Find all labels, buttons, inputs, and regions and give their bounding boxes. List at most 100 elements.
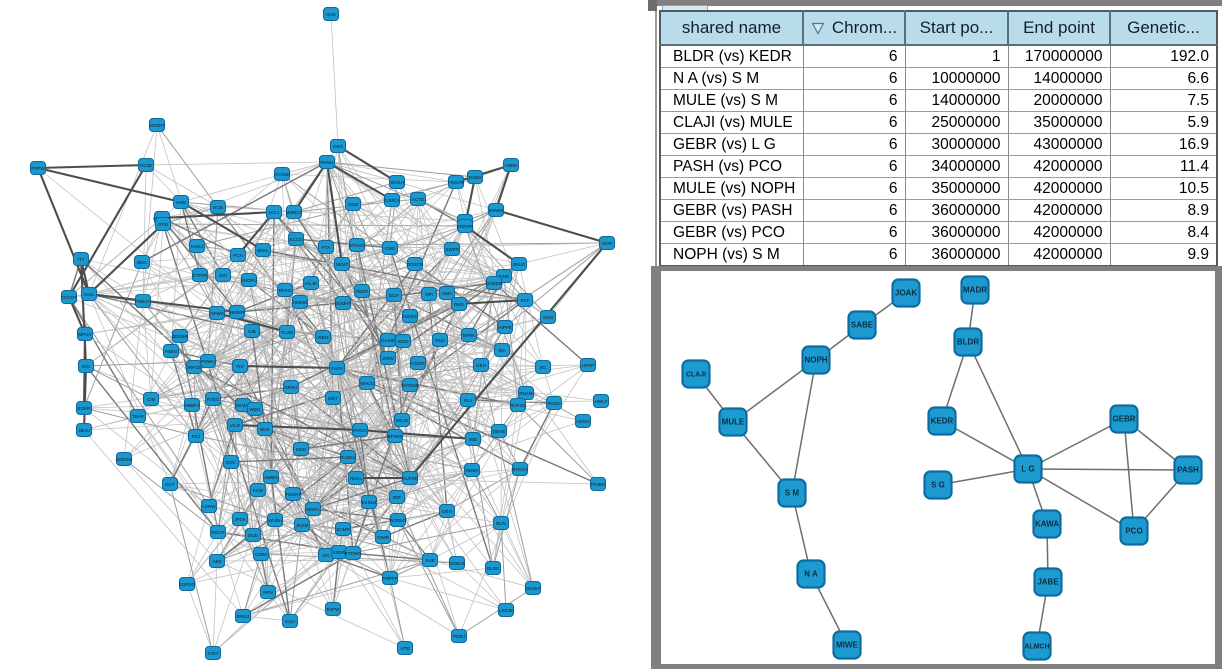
svg-text:N A: N A bbox=[804, 570, 818, 579]
svg-text:DJMCA: DJMCA bbox=[384, 198, 400, 203]
svg-text:JPDA: JPDA bbox=[234, 517, 246, 522]
svg-text:KAWA: KAWA bbox=[1035, 520, 1059, 529]
svg-text:MULE: MULE bbox=[722, 418, 745, 427]
svg-text:GEBR: GEBR bbox=[1112, 415, 1135, 424]
svg-text:KCW: KCW bbox=[253, 488, 264, 493]
svg-text:HMIN: HMIN bbox=[165, 349, 177, 354]
svg-text:CIN: CIN bbox=[147, 397, 155, 402]
svg-text:OEH: OEH bbox=[442, 509, 452, 514]
svg-text:BEG: BEG bbox=[137, 260, 147, 265]
svg-text:S G: S G bbox=[931, 481, 945, 490]
svg-text:RMUJ: RMUJ bbox=[237, 614, 250, 619]
svg-text:RUFSG: RUFSG bbox=[510, 403, 526, 408]
svg-text:GNSDR: GNSDR bbox=[486, 281, 503, 286]
svg-text:FAPS: FAPS bbox=[331, 366, 343, 371]
svg-text:CLAJI: CLAJI bbox=[686, 372, 706, 379]
svg-text:PIHBR: PIHBR bbox=[591, 482, 606, 487]
svg-text:BUN: BUN bbox=[496, 521, 506, 526]
svg-text:DUD: DUD bbox=[248, 533, 258, 538]
svg-text:GGB: GGB bbox=[348, 202, 358, 207]
svg-text:NPRK: NPRK bbox=[463, 333, 476, 338]
svg-text:SABE: SABE bbox=[851, 321, 874, 330]
svg-text:PDRJ: PDRJ bbox=[453, 634, 465, 639]
svg-text:BCIF: BCIF bbox=[389, 293, 400, 298]
svg-text:NMWR: NMWR bbox=[230, 310, 245, 315]
svg-text:JUC: JUC bbox=[219, 273, 228, 278]
svg-text:OKWG: OKWG bbox=[236, 403, 251, 408]
svg-text:SWFR: SWFR bbox=[445, 247, 459, 252]
svg-text:NMBK: NMBK bbox=[465, 468, 478, 473]
svg-text:EOKR: EOKR bbox=[78, 406, 92, 411]
svg-text:RHWJ: RHWJ bbox=[321, 160, 334, 165]
svg-text:KUOKC: KUOKC bbox=[402, 314, 419, 319]
svg-text:ESRI: ESRI bbox=[499, 274, 510, 279]
svg-text:NOPH: NOPH bbox=[804, 356, 827, 365]
svg-text:ECCO: ECCO bbox=[289, 237, 303, 242]
svg-text:SCMR: SCMR bbox=[336, 527, 350, 532]
svg-text:JOAK: JOAK bbox=[895, 289, 917, 298]
svg-text:RGSU: RGSU bbox=[547, 401, 560, 406]
svg-text:MPUC: MPUC bbox=[78, 332, 92, 337]
svg-text:DOJE: DOJE bbox=[140, 163, 152, 168]
svg-text:ETPTE: ETPTE bbox=[193, 273, 208, 278]
svg-text:OUIWT: OUIWT bbox=[526, 586, 541, 591]
svg-text:DABO: DABO bbox=[469, 175, 482, 180]
svg-text:ENWM: ENWM bbox=[489, 208, 503, 213]
svg-text:PSWU: PSWU bbox=[201, 359, 215, 364]
svg-text:RJPW: RJPW bbox=[327, 607, 341, 612]
svg-text:JKGM: JKGM bbox=[296, 523, 309, 528]
svg-text:HOR: HOR bbox=[602, 241, 613, 246]
svg-text:FRPW: FRPW bbox=[31, 166, 45, 171]
svg-text:MTAUC: MTAUC bbox=[349, 243, 365, 248]
svg-text:TUGRT: TUGRT bbox=[285, 492, 301, 497]
svg-text:PCJ: PCJ bbox=[192, 434, 201, 439]
svg-text:S M: S M bbox=[785, 489, 800, 498]
svg-text:JABE: JABE bbox=[1037, 578, 1059, 587]
svg-text:ACTD: ACTD bbox=[412, 197, 425, 202]
svg-text:OOSCR: OOSCR bbox=[407, 262, 424, 267]
svg-text:MCJS: MCJS bbox=[396, 418, 408, 423]
svg-text:SCIKH: SCIKH bbox=[390, 180, 404, 185]
svg-text:PCF: PCF bbox=[521, 298, 530, 303]
svg-text:IKCJ: IKCJ bbox=[269, 210, 279, 215]
svg-text:IMD: IMD bbox=[469, 437, 478, 442]
svg-text:BEKL: BEKL bbox=[257, 248, 269, 253]
svg-text:GFWS: GFWS bbox=[210, 311, 224, 316]
svg-text:IALR: IALR bbox=[230, 423, 241, 428]
svg-text:OPI: OPI bbox=[425, 292, 433, 297]
svg-text:JBAU: JBAU bbox=[78, 428, 90, 433]
svg-text:HKMIG: HKMIG bbox=[293, 300, 308, 305]
svg-text:BDDBR: BDDBR bbox=[172, 334, 189, 339]
svg-text:DGT: DGT bbox=[165, 482, 175, 487]
svg-text:HWLF: HWLF bbox=[595, 399, 608, 404]
svg-text:NKMT: NKMT bbox=[336, 262, 349, 267]
svg-text:AULL: AULL bbox=[83, 292, 95, 297]
svg-text:IHPPE: IHPPE bbox=[498, 325, 512, 330]
svg-text:GWM: GWM bbox=[255, 552, 267, 557]
svg-text:DGBLR: DGBLR bbox=[449, 561, 465, 566]
svg-text:CCCGT: CCCGT bbox=[61, 295, 77, 300]
svg-text:WGDMT: WGDMT bbox=[389, 518, 407, 523]
svg-text:EKSLN: EKSLN bbox=[362, 500, 377, 505]
svg-text:SUB: SUB bbox=[425, 558, 434, 563]
svg-text:MMNCT: MMNCT bbox=[286, 210, 303, 215]
svg-text:BFSKE: BFSKE bbox=[388, 434, 403, 439]
svg-text:GHU: GHU bbox=[326, 12, 336, 17]
svg-text:MHCN: MHCN bbox=[360, 381, 374, 386]
svg-text:GEEP: GEEP bbox=[356, 289, 369, 294]
svg-text:PTA: PTA bbox=[322, 245, 330, 250]
svg-text:NSEGM: NSEGM bbox=[116, 457, 133, 462]
svg-text:WDO: WDO bbox=[398, 339, 409, 344]
svg-text:FMPFP: FMPFP bbox=[382, 576, 397, 581]
svg-text:SWB: SWB bbox=[176, 200, 186, 205]
svg-text:FSGOR: FSGOR bbox=[448, 180, 465, 185]
svg-text:WEM: WEM bbox=[318, 335, 329, 340]
svg-text:BLDR: BLDR bbox=[957, 338, 979, 347]
svg-text:ALMCH: ALMCH bbox=[1024, 644, 1049, 651]
svg-text:FHI: FHI bbox=[236, 364, 243, 369]
svg-text:JRFCE: JRFCE bbox=[187, 365, 202, 370]
svg-text:MGFC: MGFC bbox=[306, 507, 320, 512]
svg-text:AWBG: AWBG bbox=[264, 475, 278, 480]
svg-text:MADR: MADR bbox=[963, 286, 987, 295]
svg-text:UKGG: UKGG bbox=[576, 419, 590, 424]
